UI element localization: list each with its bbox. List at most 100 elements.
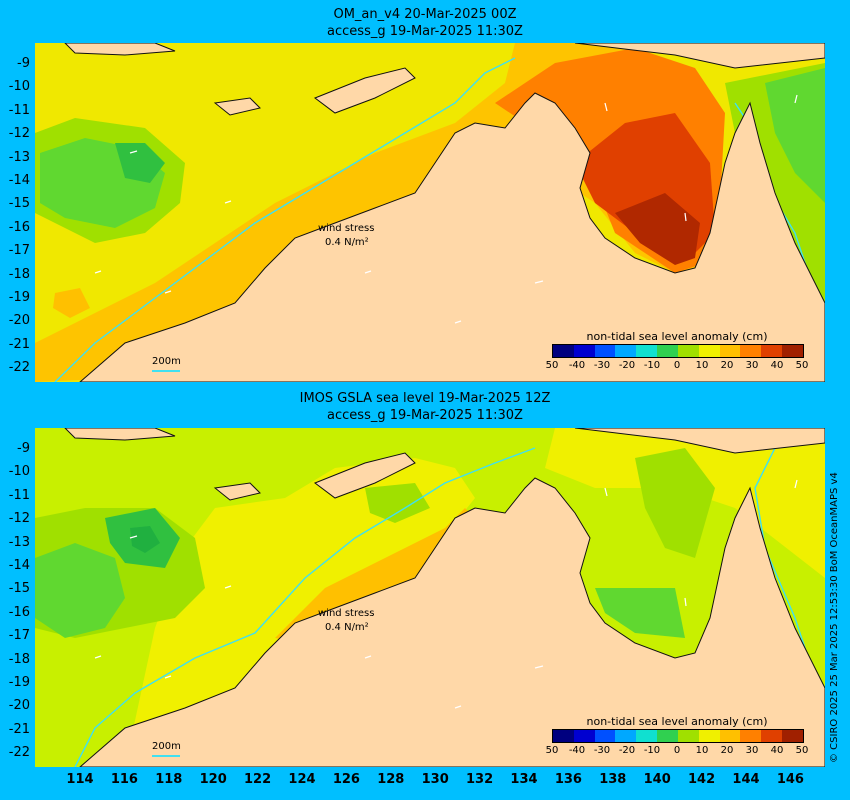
top-panel-title: OM_an_v4 20-Mar-2025 00Z [0,7,850,23]
colorbar-swatch [553,730,574,742]
latitude-tick-label: -22 [0,746,30,760]
latitude-tick-label: -15 [0,197,30,211]
wind-stress-label: wind stress [318,223,374,234]
colorbar-swatch [782,730,803,742]
latitude-tick-label: -13 [0,151,30,165]
colorbar-swatch [574,730,595,742]
latitude-tick-label: -20 [0,699,30,713]
latitude-tick-label: -12 [0,127,30,141]
top-panel-subtitle: access_g 19-Mar-2025 11:30Z [0,24,850,40]
depth-contour-label: 200m [152,356,181,367]
latitude-tick-label: -11 [0,489,30,503]
longitude-tick-label: 120 [193,772,233,787]
colorbar-swatch [636,345,657,357]
latitude-tick-label: -14 [0,559,30,573]
bottom-panel-subtitle: access_g 19-Mar-2025 11:30Z [0,408,850,424]
longitude-tick-label: 124 [282,772,322,787]
colorbar-tick-label: -10 [640,360,664,371]
longitude-tick-label: 140 [637,772,677,787]
colorbar-swatch [615,730,636,742]
colorbar-swatch [595,730,616,742]
latitude-tick-label: -10 [0,80,30,94]
colorbar-tick-label: -40 [565,745,589,756]
colorbar-tick-label: -10 [640,745,664,756]
bottom-panel-title: IMOS GSLA sea level 19-Mar-2025 12Z [0,391,850,407]
colorbar-swatch [761,730,782,742]
colorbar [552,344,804,358]
colorbar-swatch [595,345,616,357]
longitude-tick-label: 114 [60,772,100,787]
colorbar-swatch [740,730,761,742]
latitude-tick-label: -20 [0,314,30,328]
colorbar-swatch [720,345,741,357]
latitude-tick-label: -12 [0,512,30,526]
wind-stress-label: wind stress [318,608,374,619]
longitude-tick-label: 144 [726,772,766,787]
colorbar-swatch [636,730,657,742]
colorbar-tick-label: -20 [615,745,639,756]
colorbar-tick-label: 50 [540,745,564,756]
colorbar-tick-label: -30 [590,745,614,756]
longitude-tick-label: 146 [770,772,810,787]
colorbar-swatch [761,345,782,357]
latitude-tick-label: -10 [0,465,30,479]
colorbar-swatch [615,345,636,357]
depth-contour-label: 200m [152,741,181,752]
latitude-tick-label: -11 [0,104,30,118]
latitude-tick-label: -15 [0,582,30,596]
colorbar-title: non-tidal sea level anomaly (cm) [552,715,802,728]
colorbar-tick-label: 10 [690,745,714,756]
colorbar-tick-label: 20 [715,360,739,371]
colorbar-labels: 50 -40 -30 -20 -10 0 10 20 30 40 50 [540,360,814,374]
colorbar-tick-label: 40 [765,745,789,756]
colorbar-tick-label: 30 [740,360,764,371]
colorbar-tick-label: 0 [665,745,689,756]
colorbar-swatch [740,345,761,357]
colorbar-swatch [657,730,678,742]
colorbar-tick-label: -20 [615,360,639,371]
colorbar-swatch [782,345,803,357]
longitude-tick-label: 122 [238,772,278,787]
longitude-tick-label: 126 [326,772,366,787]
latitude-tick-label: -21 [0,723,30,737]
longitude-tick-label: 138 [593,772,633,787]
colorbar-tick-label: 50 [790,745,814,756]
colorbar-swatch [574,345,595,357]
colorbar-swatch [699,730,720,742]
longitude-tick-label: 136 [548,772,588,787]
latitude-tick-label: -17 [0,244,30,258]
wind-stress-scale: 0.4 N/m² [325,237,369,248]
longitude-tick-label: 116 [104,772,144,787]
colorbar-swatch [678,730,699,742]
longitude-tick-label: 118 [149,772,189,787]
colorbar-tick-label: 0 [665,360,689,371]
colorbar-title: non-tidal sea level anomaly (cm) [552,330,802,343]
colorbar-swatch [678,345,699,357]
colorbar-tick-label: 50 [790,360,814,371]
colorbar-labels: 50 -40 -30 -20 -10 0 10 20 30 40 50 [540,745,814,759]
colorbar-tick-label: 10 [690,360,714,371]
latitude-tick-label: -9 [0,57,30,71]
latitude-tick-label: -16 [0,606,30,620]
longitude-tick-label: 130 [415,772,455,787]
colorbar-swatch [720,730,741,742]
colorbar-tick-label: 20 [715,745,739,756]
colorbar-swatch [657,345,678,357]
longitude-tick-label: 134 [504,772,544,787]
longitude-tick-label: 128 [371,772,411,787]
depth-contour-swatch [152,755,180,757]
colorbar-tick-label: -40 [565,360,589,371]
latitude-tick-label: -9 [0,442,30,456]
bottom-map-panel: wind stress 0.4 N/m² 200m non-tidal sea … [35,428,825,767]
latitude-tick-label: -19 [0,676,30,690]
colorbar [552,729,804,743]
latitude-tick-label: -17 [0,629,30,643]
colorbar-tick-label: -30 [590,360,614,371]
top-map-panel: wind stress 0.4 N/m² 200m non-tidal sea … [35,43,825,382]
longitude-tick-label: 132 [460,772,500,787]
credit-text: © CSIRO 2025 25 Mar 2025 12:53:30 BoM Oc… [829,472,840,763]
latitude-tick-label: -14 [0,174,30,188]
depth-contour-swatch [152,370,180,372]
colorbar-swatch [553,345,574,357]
latitude-tick-label: -21 [0,338,30,352]
